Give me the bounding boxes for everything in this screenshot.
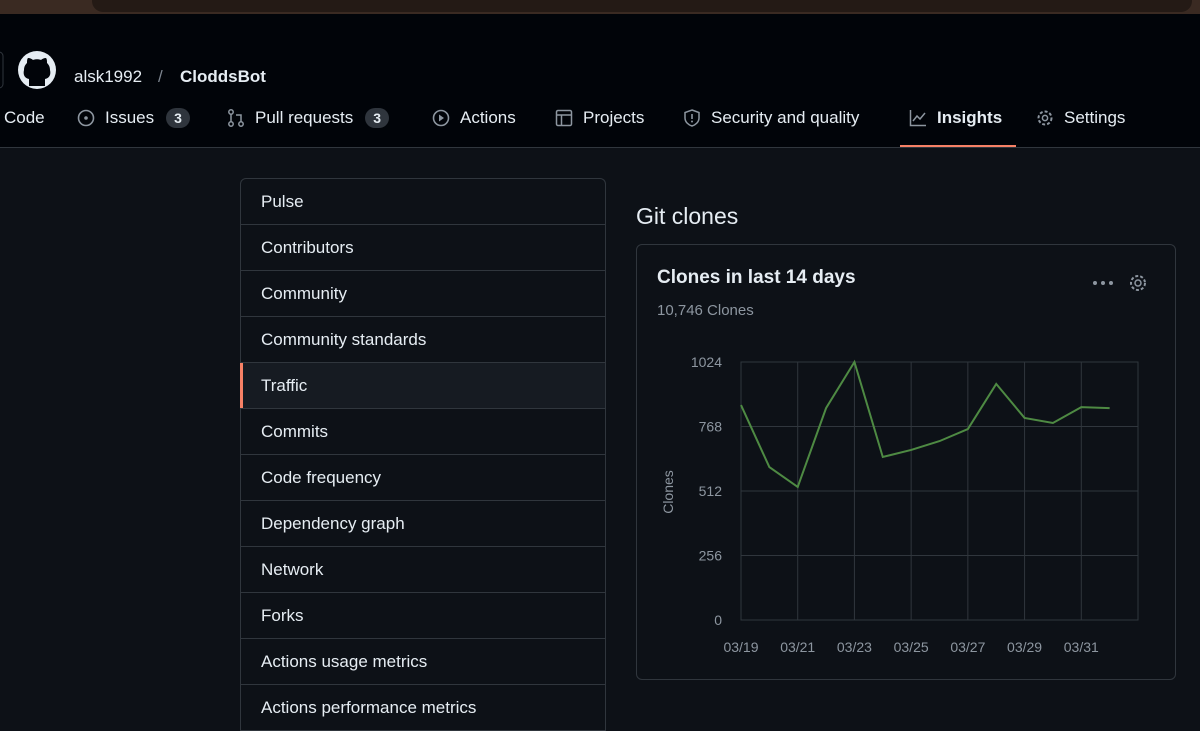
sidebar-item[interactable]: Contributors [241,225,605,271]
tab-label: Security and quality [711,108,860,127]
tab[interactable]: Projects [555,106,644,130]
sidebar-item[interactable]: Forks [241,593,605,639]
sidebar-item[interactable]: Dependency graph [241,501,605,547]
tab-label: Insights [937,108,1003,127]
y-axis-label: Clones [660,470,676,514]
y-tick-label: 1024 [691,354,722,370]
line [740,359,1110,489]
logo-cat [23,58,51,86]
x-tick-label: 03/23 [837,639,872,655]
x-tick-label: 03/25 [894,639,929,655]
repo-name[interactable]: CloddsBot [180,67,266,86]
tab-icon [432,109,450,127]
tab[interactable]: Insights [909,106,1002,130]
sidebar-item[interactable]: Actions usage metrics [241,639,605,685]
y-tick-label: 256 [699,548,723,564]
logo[interactable] [0,48,60,98]
tab[interactable]: Security and quality [683,106,859,130]
tab-icon [555,109,573,127]
y-tick-label: 512 [699,483,723,499]
sidebar-item[interactable]: Actions performance metrics [241,685,605,731]
sidebar-item[interactable]: Traffic [240,363,605,409]
x-tick-label: 03/31 [1064,639,1099,655]
menu-button[interactable] [1093,281,1113,285]
tab-label: Projects [583,108,645,127]
tab-label: Actions [460,108,516,127]
chart-subtitle: 10,746 Clones [657,302,754,319]
repo-header: alsk1992 / CloddsBot [0,14,1200,148]
sidebar-item[interactable]: Network [241,547,605,593]
settings-button[interactable] [1130,275,1146,291]
tab-icon [684,109,700,127]
chart: Clones in last 14 days 10,746 Clones Clo… [657,267,1146,655]
tab[interactable]: Actions [432,106,516,130]
tab-label: Issues [105,108,155,127]
chart-title: Clones in last 14 days [657,267,856,288]
tab-icon [228,109,244,127]
frame [0,51,4,89]
tab-count: 3 [365,108,390,128]
tab-underline [900,145,1016,147]
tab[interactable]: Pull requests 3 [227,106,390,130]
url-box[interactable] [92,0,1192,12]
tab-label: Settings [1064,108,1126,127]
chart-card: Clones in last 14 days 10,746 Clones Clo… [636,244,1176,680]
browser-bar [0,0,1200,14]
sidebar-item[interactable]: Community [241,271,605,317]
x-tick-label: 03/27 [950,639,985,655]
tab-icon [77,109,95,127]
x-tick-label: 03/21 [780,639,815,655]
owner[interactable]: alsk1992 [74,67,143,86]
tab[interactable]: Settings [1036,106,1125,130]
sidebar-item[interactable]: Commits [241,409,605,455]
sidebar-item[interactable]: Code frequency [241,455,605,501]
tab-label: Code [4,108,45,127]
y-tick-label: 768 [699,419,723,435]
separator: / [158,67,163,86]
sidebar: Pulse Contributors Community Community stan… [240,178,606,731]
tab[interactable]: Issues 3 [77,106,190,130]
tab-icon [1037,110,1053,126]
sidebar-item[interactable]: Community standards [241,317,605,363]
x-tick-label: 03/19 [723,639,758,655]
tab[interactable]: Code [4,106,45,130]
section-title: Git clones [636,203,739,229]
tab-count: 3 [166,108,190,128]
y-tick-label: 0 [714,612,722,628]
tab-icon [909,110,926,127]
sidebar-item[interactable]: Pulse [241,179,605,225]
tab-label: Pull requests [255,108,354,127]
x-tick-label: 03/29 [1007,639,1042,655]
